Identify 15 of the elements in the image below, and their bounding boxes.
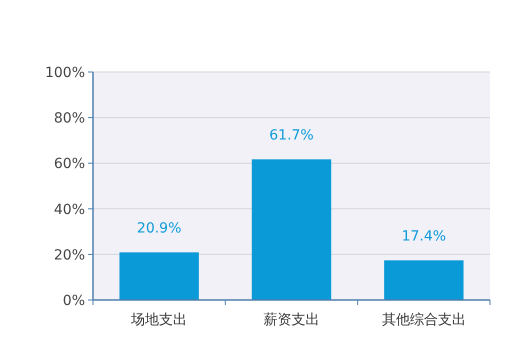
y-tick-label: 0%	[62, 293, 85, 309]
data-label: 61.7%	[269, 127, 314, 144]
bar	[384, 260, 464, 300]
y-tick-label: 20%	[54, 247, 85, 264]
x-tick-label: 其他综合支出	[382, 312, 466, 328]
data-label: 17.4%	[402, 228, 446, 244]
bar	[252, 159, 332, 300]
y-tick-label: 100%	[44, 65, 85, 81]
data-label: 20.9%	[136, 220, 182, 236]
y-tick-label: 60%	[54, 156, 85, 172]
x-tick-label: 薪资支出	[264, 312, 320, 328]
bar	[119, 252, 199, 300]
x-tick-label: 场地支出	[130, 312, 188, 328]
y-tick-label: 40%	[54, 202, 85, 218]
y-tick-label: 80%	[54, 110, 85, 127]
